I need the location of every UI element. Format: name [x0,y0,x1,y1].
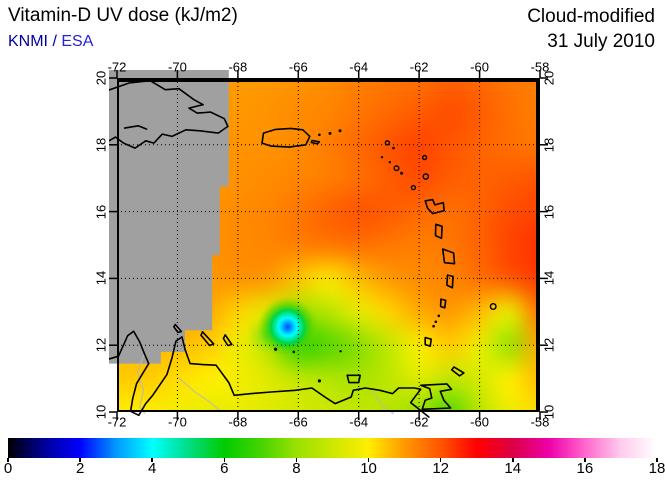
lon-tick-label-bottom: -64 [349,414,369,430]
lat-tick-label-right: 10 [541,404,557,420]
lat-tick-label-right: 12 [541,337,557,353]
lat-tick-label-left: 10 [93,404,109,420]
colorbar-tick-label: 14 [504,460,522,477]
colorbar-tick-label: 8 [292,460,301,477]
lat-tick-label-right: 16 [541,204,557,219]
org-separator: / [48,33,62,50]
lon-tick-label-bottom: -60 [470,414,489,430]
uv-field-canvas [117,78,540,412]
lon-tick-label-top: -70 [168,59,187,75]
provider-credit: KNMI / ESA [8,33,238,51]
org-knmi: KNMI [8,33,48,50]
map-plot [109,70,548,420]
lon-tick-label-bottom: -70 [168,414,187,430]
colorbar-tick-label: 18 [648,460,665,477]
colorbar-tick [223,458,226,462]
colorbar-tick [512,458,514,462]
colorbar-tick [7,458,9,462]
lat-tick-label-left: 20 [93,70,109,86]
colorbar-tick [79,458,81,462]
colorbar-tick-label: 4 [148,460,157,477]
colorbar-tick-label: 12 [432,460,449,477]
page-title: Vitamin-D UV dose (kJ/m2) [8,5,238,26]
lon-tick-label-bottom: -68 [228,414,248,430]
lon-tick-label-top: -58 [530,59,550,75]
header-right: Cloud-modified 31 July 2010 [527,5,655,54]
lat-tick-label-right: 18 [541,137,557,153]
colorbar-tick [151,458,153,462]
lon-tick-label-bottom: -58 [530,414,550,430]
colorbar-gradient [8,438,657,458]
colorbar-tick [584,458,586,462]
colorbar-tick-label: 2 [75,460,85,477]
colorbar-tick-label: 6 [220,460,229,477]
lon-tick-label-bottom: -66 [288,414,308,430]
lat-tick-label-right: 14 [541,271,557,286]
colorbar-tick [439,458,442,462]
colorbar-tick-label: 0 [3,460,13,477]
lat-tick-label-left: 14 [93,271,109,286]
colorbar-tick [656,458,658,462]
lat-tick-label-left: 18 [93,137,109,153]
lon-tick-label-bottom: -62 [409,414,429,430]
colorbar-tick [295,458,298,462]
lat-tick-label-left: 16 [93,204,109,219]
colorbar-tick-label: 16 [576,460,594,477]
lon-tick-label-bottom: -72 [107,414,127,430]
lon-tick-label-top: -62 [409,59,429,75]
lon-tick-label-top: -60 [470,59,489,75]
colorbar-tick [367,458,370,462]
lon-tick-label-top: -66 [288,59,308,75]
lat-tick-label-left: 12 [93,337,109,353]
lon-tick-label-top: -68 [228,59,248,75]
org-esa: ESA [61,33,94,50]
product-mode-label: Cloud-modified [527,6,655,27]
lat-tick-label-right: 20 [541,70,557,86]
header-left: Vitamin-D UV dose (kJ/m2) KNMI / ESA [8,5,238,51]
lon-tick-label-top: -64 [349,59,369,75]
lon-tick-label-top: -72 [107,59,127,75]
colorbar-tick-label: 10 [360,460,377,477]
date-label: 31 July 2010 [547,30,655,52]
